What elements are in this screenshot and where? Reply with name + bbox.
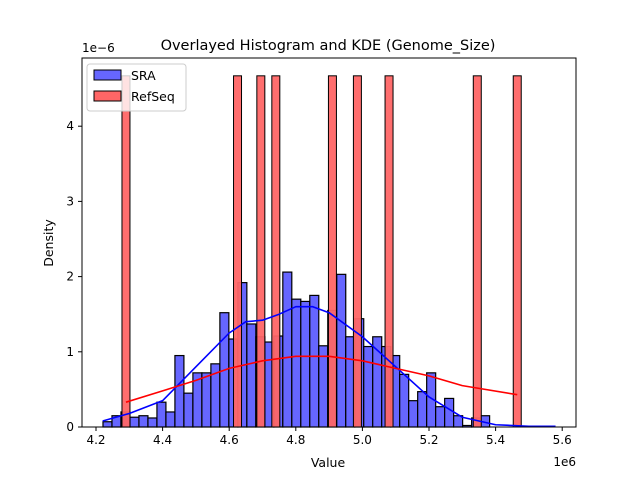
sra-bar: [363, 345, 374, 428]
x-tick-label: 5.6: [553, 433, 572, 447]
sra-bar: [291, 298, 302, 428]
sra-bar: [201, 372, 212, 428]
sra-bar: [444, 397, 455, 428]
sra-bar: [183, 392, 194, 428]
legend-label-refseq: RefSeq: [131, 89, 175, 104]
y-tick-label: 0: [66, 420, 74, 434]
sra-bar: [408, 400, 419, 428]
refseq-bar: [512, 75, 522, 428]
x-tick-label: 5.4: [486, 433, 505, 447]
sra-kde-line: [102, 305, 556, 428]
refseq-bar: [233, 75, 243, 428]
refseq-bar: [384, 75, 394, 428]
sra-bar: [309, 294, 320, 428]
sra-bar: [246, 323, 257, 428]
sra-bar: [435, 406, 446, 428]
sra-bar: [318, 345, 329, 428]
sra-bar: [165, 411, 176, 428]
legend-swatch-refseq: [93, 90, 122, 102]
sra-bar: [399, 373, 410, 428]
x-tick-label: 5.2: [419, 433, 438, 447]
chart-title: Overlayed Histogram and KDE (Genome_Size…: [161, 38, 496, 54]
x-tick-label: 4.4: [153, 433, 172, 447]
y-offset-label: 1e−6: [82, 41, 115, 55]
refseq-kde-line: [125, 355, 518, 403]
sra-bar: [102, 421, 113, 428]
sra-bar: [147, 417, 158, 428]
refseq-bar: [271, 75, 281, 428]
y-axis-label: Density: [41, 219, 56, 267]
refseq-bar: [121, 75, 131, 428]
sra-bar: [417, 391, 428, 428]
plot-frame: [81, 57, 577, 428]
sra-bar: [300, 300, 311, 428]
refseq-bar: [327, 75, 337, 428]
x-tick-label: 4.8: [286, 433, 305, 447]
y-tick-label: 1: [66, 345, 74, 359]
x-tick-label: 4.2: [86, 433, 105, 447]
legend-label-sra: SRA: [131, 68, 156, 83]
sra-bar: [336, 273, 347, 428]
legend: SRA RefSeq: [86, 63, 187, 112]
sra-bar: [174, 354, 185, 428]
sra-bar: [129, 416, 140, 428]
sra-bar: [138, 415, 149, 428]
sra-bar: [282, 271, 293, 428]
legend-swatch-sra: [93, 69, 122, 81]
x-tick-label: 5.0: [353, 433, 372, 447]
y-tick-label: 3: [66, 194, 74, 208]
refseq-bar: [256, 75, 266, 428]
x-tick-label: 4.6: [220, 433, 239, 447]
y-tick-label: 4: [66, 119, 74, 133]
refseq-bar: [472, 75, 482, 428]
y-tick-label: 2: [66, 270, 74, 284]
x-axis-label: Value: [311, 455, 346, 470]
sra-bar: [156, 401, 167, 428]
refseq-bar: [352, 75, 362, 428]
x-offset-label: 1e6: [553, 455, 576, 469]
